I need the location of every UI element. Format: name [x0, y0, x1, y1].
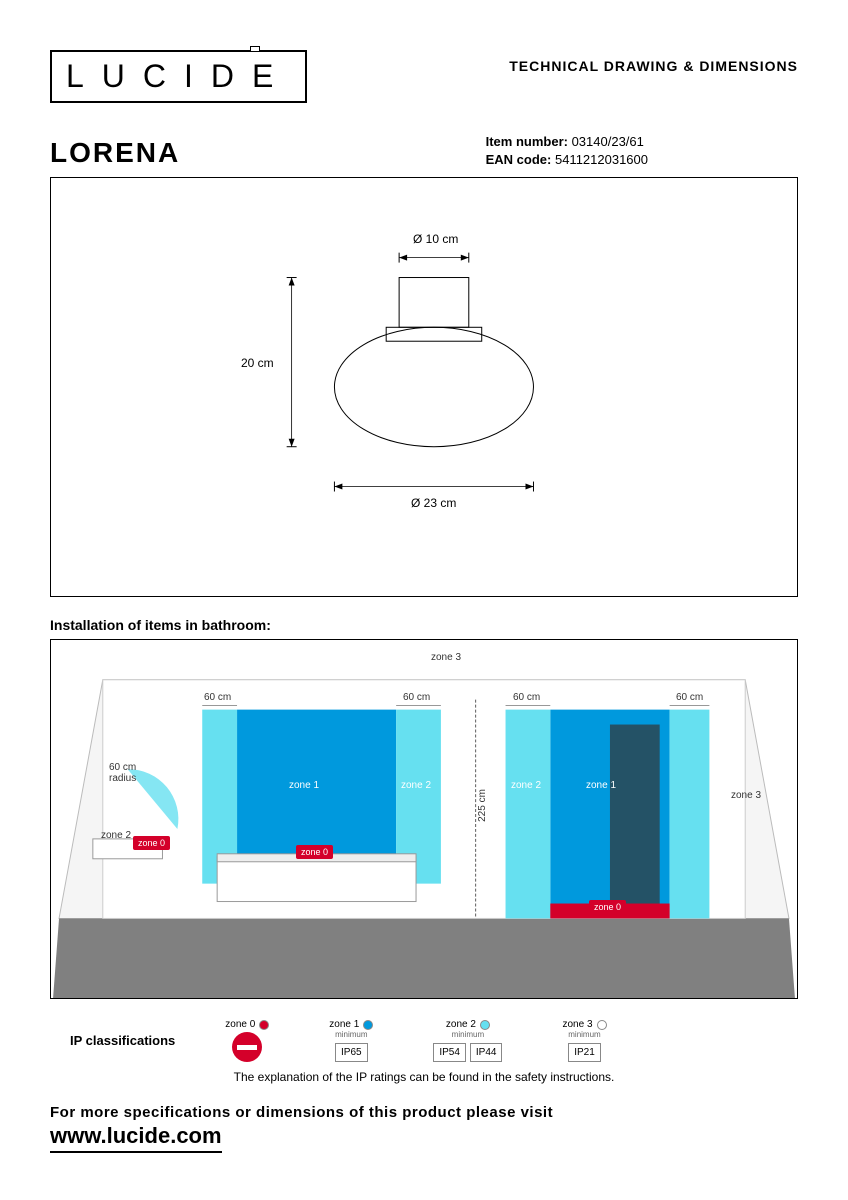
- color-swatch: [363, 1020, 373, 1030]
- bathroom-diagram: zone 3 zone 3 zone 1 zone 1 zone 2 zone …: [50, 639, 798, 999]
- header: LUCIDE TECHNICAL DRAWING & DIMENSIONS: [50, 50, 798, 103]
- dim-60-1: 60 cm: [204, 692, 231, 703]
- footer-url: www.lucide.com: [50, 1123, 222, 1153]
- ean-row: EAN code: 5411212031600: [486, 151, 648, 169]
- ip-rating-box: IP21: [568, 1043, 601, 1062]
- doc-title: TECHNICAL DRAWING & DIMENSIONS: [509, 50, 798, 74]
- ip-boxes: IP21: [568, 1041, 601, 1062]
- ip-rating-box: IP65: [335, 1043, 368, 1062]
- zone1-label-bath: zone 1: [289, 780, 319, 791]
- ip-zone-title: zone 2: [446, 1019, 490, 1030]
- radius-label: 60 cm radius: [109, 762, 136, 784]
- ip-rating-box: IP44: [470, 1043, 503, 1062]
- item-number-row: Item number: 03140/23/61: [486, 133, 648, 151]
- ean-value: 5411212031600: [555, 152, 648, 167]
- dim-height: 20 cm: [241, 356, 274, 370]
- logo-text: LUCIDE: [66, 58, 291, 94]
- zone0-badge-sink: zone 0: [133, 836, 170, 850]
- dim-60-3: 60 cm: [513, 692, 540, 703]
- item-label: Item number:: [486, 134, 568, 149]
- brand-logo: LUCIDE: [50, 50, 307, 103]
- zone1-label-shower: zone 1: [586, 780, 616, 791]
- ip-classification-row: IP classifications zone 0zone 1minimumIP…: [50, 1019, 798, 1062]
- zone2-label-sink: zone 2: [101, 830, 131, 841]
- ip-zone-block: zone 3minimum IP21: [562, 1019, 606, 1062]
- no-entry-icon: [232, 1032, 262, 1062]
- ip-zone-block: zone 0: [225, 1019, 269, 1062]
- ip-zone-title: zone 1: [329, 1019, 373, 1030]
- installation-title: Installation of items in bathroom:: [50, 617, 798, 633]
- zone2-label-1: zone 2: [401, 780, 431, 791]
- ip-zone-title: zone 3: [562, 1019, 606, 1030]
- technical-drawing: Ø 10 cm 20 cm Ø 23 cm: [50, 177, 798, 597]
- logo-dot: [250, 46, 260, 52]
- ip-zone-block: zone 2minimum IP54IP44: [433, 1019, 502, 1062]
- ip-zone-block: zone 1minimum IP65: [329, 1019, 373, 1062]
- footer-line1: For more specifications or dimensions of…: [50, 1104, 798, 1121]
- product-name: LORENA: [50, 137, 180, 169]
- zone3-label-right: zone 3: [731, 790, 761, 801]
- color-swatch: [597, 1020, 607, 1030]
- zone0-badge-bath: zone 0: [296, 845, 333, 859]
- dim-60-4: 60 cm: [676, 692, 703, 703]
- ip-zone-name: zone 3: [562, 1019, 592, 1030]
- ip-explanation: The explanation of the IP ratings can be…: [50, 1070, 798, 1084]
- ip-zone-sub: minimum: [335, 1030, 367, 1039]
- item-value: 03140/23/61: [572, 134, 644, 149]
- ip-zone-sub: minimum: [568, 1030, 600, 1039]
- ip-rating-box: IP54: [433, 1043, 466, 1062]
- ean-label: EAN code:: [486, 152, 552, 167]
- ip-label: IP classifications: [70, 1033, 175, 1048]
- product-header: LORENA Item number: 03140/23/61 EAN code…: [50, 133, 798, 169]
- ip-zones: zone 0zone 1minimumIP65zone 2minimumIP54…: [225, 1019, 606, 1062]
- ip-zone-name: zone 1: [329, 1019, 359, 1030]
- ip-boxes: IP54IP44: [433, 1041, 502, 1062]
- dim-225: 225 cm: [477, 789, 488, 822]
- ip-boxes: IP65: [335, 1041, 368, 1062]
- ip-zone-title: zone 0: [225, 1019, 269, 1030]
- dim-top: Ø 10 cm: [413, 232, 458, 246]
- zone0-badge-shower: zone 0: [589, 900, 626, 914]
- ip-zone-name: zone 2: [446, 1019, 476, 1030]
- ip-zone-name: zone 0: [225, 1019, 255, 1030]
- product-codes: Item number: 03140/23/61 EAN code: 54112…: [486, 133, 798, 169]
- dim-60-2: 60 cm: [403, 692, 430, 703]
- dim-bottom: Ø 23 cm: [411, 496, 456, 510]
- zone3-label-top: zone 3: [431, 652, 461, 663]
- color-swatch: [259, 1020, 269, 1030]
- color-swatch: [480, 1020, 490, 1030]
- zone2-label-2: zone 2: [511, 780, 541, 791]
- ip-zone-sub: minimum: [452, 1030, 484, 1039]
